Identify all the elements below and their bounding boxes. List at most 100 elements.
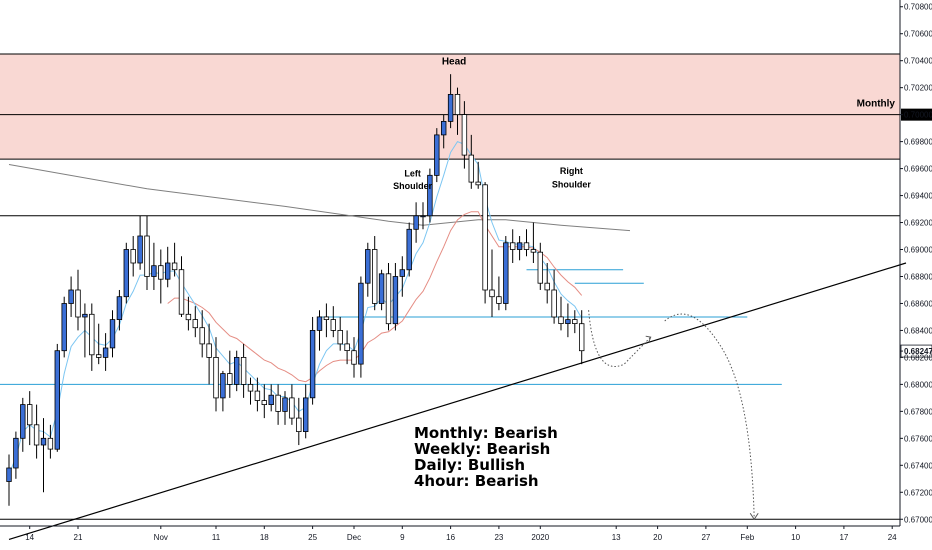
candle-body xyxy=(406,228,412,271)
y-tick-label: 0.67200 xyxy=(904,488,932,497)
candle-body xyxy=(309,329,316,399)
candle-body xyxy=(89,313,95,356)
x-tick-label: 13 xyxy=(612,533,621,542)
candle-body xyxy=(282,397,288,412)
candle-body xyxy=(572,319,578,325)
candle-body xyxy=(116,296,123,321)
candle-body xyxy=(137,235,143,264)
candle-body xyxy=(54,350,60,450)
candle-body xyxy=(344,343,350,351)
y-tick-label: 0.70000 xyxy=(904,111,932,120)
candle-body xyxy=(40,437,47,446)
candle-body xyxy=(385,273,392,325)
candle-body xyxy=(13,437,19,469)
trendline xyxy=(8,262,907,541)
candle-body xyxy=(558,316,564,324)
label-left-shoulder-line2: Shoulder xyxy=(393,181,432,191)
candle-body xyxy=(213,356,219,399)
x-tick-label: Feb xyxy=(740,533,754,542)
candle-body xyxy=(392,276,399,325)
projection-curve-1 xyxy=(588,310,652,367)
candle-body xyxy=(185,313,192,321)
y-tick-label: 0.68800 xyxy=(904,272,932,281)
candle-body xyxy=(330,319,336,331)
candle-body xyxy=(503,242,509,304)
candle-body xyxy=(468,154,474,183)
candle-body xyxy=(579,323,585,352)
candle-body xyxy=(516,242,523,250)
candle-body xyxy=(316,316,323,331)
candle-body xyxy=(427,174,433,217)
x-tick-label: 9 xyxy=(400,533,405,542)
candle-body xyxy=(20,404,26,439)
candle-body xyxy=(158,265,164,280)
y-tick-label: 0.69400 xyxy=(904,192,932,201)
y-tick-label: 0.69200 xyxy=(904,219,932,228)
y-tick-label: 0.69000 xyxy=(904,246,932,255)
candle-body xyxy=(68,289,74,304)
candle-body xyxy=(296,417,302,433)
candle-body xyxy=(247,383,254,392)
summary-line: 4hour: Bearish xyxy=(414,472,539,490)
y-tick-label: 0.67000 xyxy=(904,515,932,524)
candle-body xyxy=(102,347,109,358)
candle-body xyxy=(6,467,12,482)
x-tick-label: 27 xyxy=(701,533,710,542)
x-tick-label: Dec xyxy=(347,533,361,542)
candle-body xyxy=(268,394,274,406)
candle-body xyxy=(551,289,557,318)
candle-body xyxy=(475,181,481,186)
ma-long-line xyxy=(8,164,631,232)
candle-body xyxy=(240,356,247,385)
monthly-price-box xyxy=(901,108,932,121)
candle-body xyxy=(323,316,330,320)
candle-body xyxy=(261,400,267,406)
candle-body xyxy=(178,269,185,315)
candle-body xyxy=(75,289,81,318)
projection-arrow-1 xyxy=(645,335,652,343)
y-tick-label: 0.68200 xyxy=(904,353,932,362)
candle-body xyxy=(144,235,150,277)
candle-body xyxy=(130,249,136,264)
y-tick-label: 0.67800 xyxy=(904,407,932,416)
label-right-shoulder-line2: Shoulder xyxy=(552,179,591,189)
y-tick-label: 0.67600 xyxy=(904,434,932,443)
y-tick-label: 0.67400 xyxy=(904,461,932,470)
candle-body xyxy=(489,289,495,298)
candle-body xyxy=(378,273,385,304)
x-tick-label: 21 xyxy=(74,533,83,542)
y-tick-label: 0.70400 xyxy=(904,57,932,66)
y-tick-label: 0.68600 xyxy=(904,299,932,308)
candle-body xyxy=(233,356,240,385)
projection-arrow-2 xyxy=(749,512,759,521)
candle-body xyxy=(351,350,357,365)
candle-body xyxy=(509,242,516,250)
candle-body xyxy=(434,134,440,176)
x-tick-label: 14 xyxy=(25,533,34,542)
summary-line: Monthly: Bearish xyxy=(414,424,558,442)
label-right-shoulder-line1: Right xyxy=(560,166,583,176)
candle-body xyxy=(482,184,488,291)
x-tick-label: 25 xyxy=(308,533,317,542)
x-tick-label: 20 xyxy=(653,533,662,542)
x-tick-label: 2020 xyxy=(531,533,549,542)
x-tick-label: 23 xyxy=(494,533,503,542)
summary-line: Weekly: Bearish xyxy=(414,440,550,458)
y-tick-label: 0.70600 xyxy=(904,30,932,39)
candle-body xyxy=(151,265,157,277)
candle-body xyxy=(399,269,405,277)
y-tick-label: 0.68000 xyxy=(904,380,932,389)
candle-body xyxy=(461,114,468,156)
candle-body xyxy=(565,319,571,325)
x-tick-label: 24 xyxy=(888,533,897,542)
candle-body xyxy=(206,343,212,358)
candle-body xyxy=(275,394,281,412)
candle-body xyxy=(26,404,33,426)
label-head: Head xyxy=(442,57,466,68)
candle-body xyxy=(530,249,537,253)
y-tick-label: 0.70800 xyxy=(904,3,932,12)
candle-body xyxy=(523,242,530,250)
summary-line: Daily: Bullish xyxy=(414,456,525,474)
